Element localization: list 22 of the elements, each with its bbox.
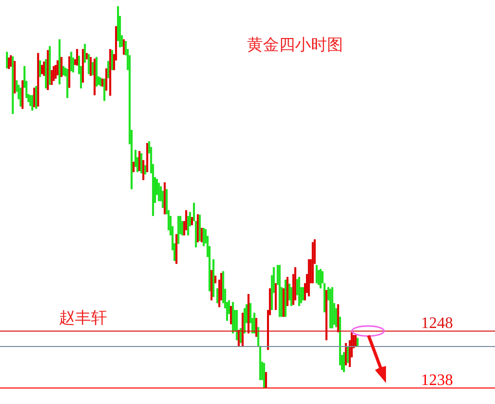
candlestick <box>29 94 32 106</box>
candlestick <box>346 346 349 364</box>
candlestick <box>187 215 190 236</box>
annotation: 赵丰轩 <box>59 308 107 327</box>
candlestick <box>103 78 106 102</box>
candlestick <box>90 56 92 76</box>
ref-line-label: 1248 <box>421 315 453 332</box>
candlestick <box>290 286 292 306</box>
candlestick <box>8 58 10 69</box>
candlestick <box>342 352 345 373</box>
ref-line-label: 1238 <box>421 372 453 390</box>
candlestick <box>111 50 114 71</box>
candlestick <box>138 150 140 172</box>
candlestick <box>6 51 8 69</box>
text: 黄金四小时图 <box>247 35 343 54</box>
candlestick <box>35 86 38 110</box>
candlestick <box>320 268 322 289</box>
candlestick <box>92 62 94 76</box>
candlestick <box>52 66 55 82</box>
candlestick <box>265 372 268 389</box>
candlestick <box>344 342 347 366</box>
candlestick <box>76 48 78 66</box>
